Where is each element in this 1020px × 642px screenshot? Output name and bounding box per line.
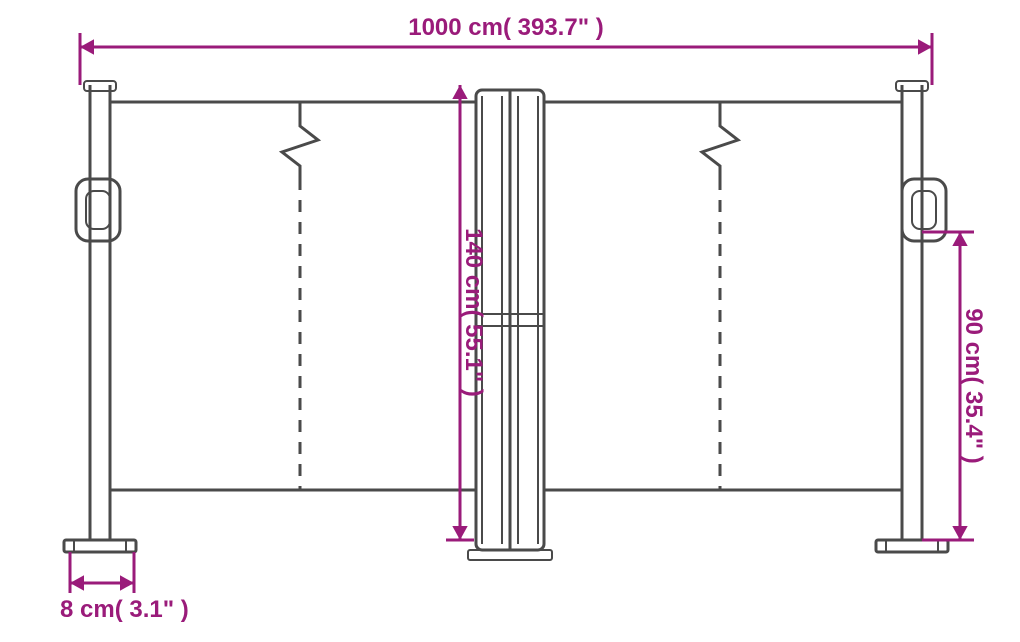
dim-height-label: 140 cm( 55.1" ): [460, 228, 487, 397]
handle-slot-right: [912, 191, 936, 229]
dim-width-label: 1000 cm( 393.7" ): [408, 14, 604, 41]
handle-left: [76, 179, 120, 241]
dim-post-label: 90 cm( 35.4" ): [960, 308, 987, 463]
break-zig: [282, 102, 318, 190]
dim-base-label: 8 cm( 3.1" ): [60, 596, 189, 623]
break-zig: [702, 102, 738, 190]
